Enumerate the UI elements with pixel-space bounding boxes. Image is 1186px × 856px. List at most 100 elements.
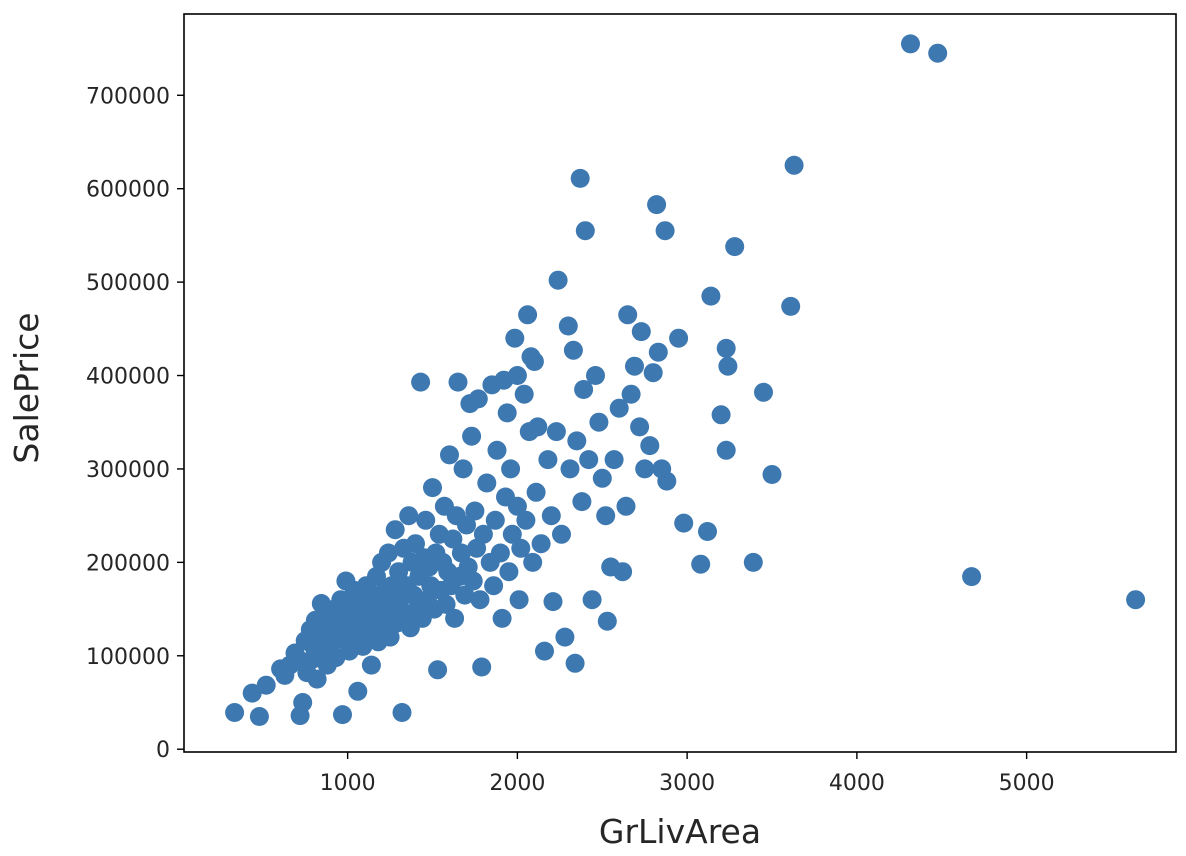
data-point xyxy=(333,705,352,725)
data-point xyxy=(762,465,782,484)
data-point xyxy=(470,590,490,610)
x-tick-label: 4000 xyxy=(829,771,885,796)
data-point xyxy=(348,681,368,701)
data-point xyxy=(428,660,448,680)
data-point xyxy=(784,155,804,175)
data-point xyxy=(613,562,633,582)
y-tick-label: 200000 xyxy=(86,551,170,576)
data-point xyxy=(631,322,651,342)
data-point xyxy=(509,590,529,610)
data-point xyxy=(596,506,616,526)
data-point xyxy=(455,585,475,605)
y-tick-label: 500000 xyxy=(86,271,170,296)
data-point xyxy=(616,496,636,516)
data-point xyxy=(484,576,504,596)
data-point xyxy=(546,422,566,442)
y-tick-label: 700000 xyxy=(86,84,170,109)
data-point xyxy=(567,431,587,451)
data-point xyxy=(621,384,641,404)
data-point xyxy=(716,440,736,460)
data-point xyxy=(457,515,476,535)
data-point xyxy=(552,524,571,544)
data-point xyxy=(563,340,583,360)
data-point xyxy=(716,338,736,358)
data-point xyxy=(657,471,677,491)
data-point xyxy=(901,34,920,54)
data-point xyxy=(462,426,482,446)
data-point xyxy=(436,594,456,614)
data-point xyxy=(589,412,609,432)
data-point xyxy=(1126,590,1146,610)
data-point xyxy=(385,520,405,540)
data-point xyxy=(514,384,534,404)
data-point xyxy=(490,543,510,563)
data-point xyxy=(423,478,442,498)
data-point xyxy=(443,529,463,549)
data-point xyxy=(389,562,409,582)
data-point xyxy=(647,195,667,215)
data-point xyxy=(643,363,663,383)
x-tick-label: 5000 xyxy=(999,771,1055,796)
points-layer xyxy=(225,34,1146,726)
x-axis: 1000 2000 3000 4000 5000 xyxy=(320,752,1055,796)
data-point xyxy=(609,398,629,418)
data-point xyxy=(574,380,594,399)
data-point xyxy=(406,534,425,554)
data-point xyxy=(648,342,668,362)
data-point xyxy=(725,237,745,257)
data-point xyxy=(516,510,536,530)
data-point xyxy=(256,675,276,695)
data-point xyxy=(543,592,563,612)
data-point xyxy=(691,554,711,574)
data-point xyxy=(507,366,527,385)
data-point xyxy=(463,571,483,591)
data-point xyxy=(526,482,546,502)
data-point xyxy=(293,693,313,712)
data-point xyxy=(635,459,655,479)
data-point xyxy=(392,703,412,722)
data-point xyxy=(592,468,612,488)
data-point xyxy=(505,328,525,348)
data-point xyxy=(781,296,801,316)
y-tick-label: 100000 xyxy=(86,645,170,670)
data-point xyxy=(928,43,948,63)
x-tick-label: 3000 xyxy=(659,771,715,796)
plot-frame xyxy=(183,13,1177,753)
data-point xyxy=(518,305,538,325)
data-point xyxy=(485,510,505,530)
data-point xyxy=(528,417,548,437)
data-point xyxy=(440,445,459,465)
data-point xyxy=(711,405,731,425)
data-point xyxy=(962,567,982,587)
data-point xyxy=(225,703,245,722)
data-point xyxy=(669,328,689,348)
data-point xyxy=(597,611,617,631)
data-point xyxy=(604,450,624,470)
data-point xyxy=(548,270,568,290)
data-point xyxy=(674,513,694,533)
data-point xyxy=(399,506,419,526)
data-point xyxy=(507,496,527,516)
data-point xyxy=(698,522,717,541)
y-tick-label: 600000 xyxy=(86,178,170,203)
y-tick-label: 0 xyxy=(156,738,170,763)
data-point xyxy=(535,641,554,661)
data-point xyxy=(361,655,381,675)
data-point xyxy=(445,608,465,628)
data-point xyxy=(523,552,543,572)
data-point xyxy=(448,372,468,392)
data-point xyxy=(625,356,644,376)
data-point xyxy=(524,352,544,371)
data-point xyxy=(487,440,507,460)
data-point xyxy=(307,669,327,689)
x-tick-label: 1000 xyxy=(320,771,376,796)
data-point xyxy=(541,506,561,526)
data-point xyxy=(555,627,575,647)
data-point xyxy=(477,473,497,493)
data-point xyxy=(511,538,531,558)
data-point xyxy=(242,683,262,703)
y-axis-title: SalePrice xyxy=(7,312,46,463)
data-point xyxy=(572,492,592,512)
